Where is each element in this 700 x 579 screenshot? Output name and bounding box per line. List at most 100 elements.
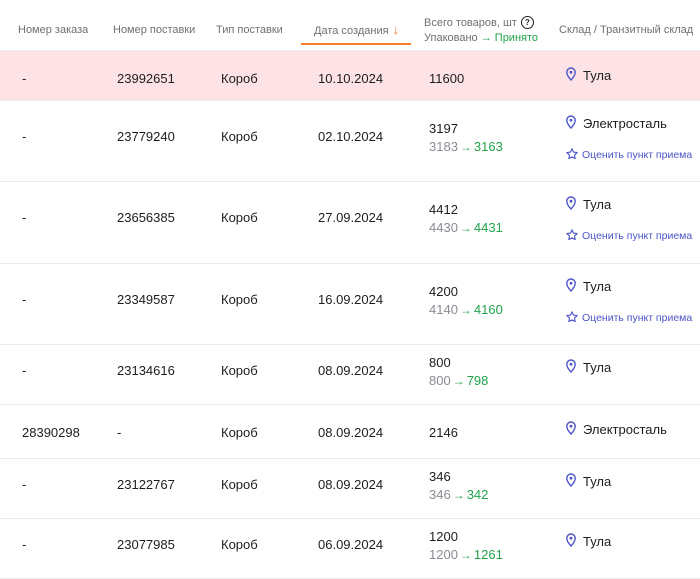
rate-label: Оценить пункт приема <box>582 149 693 161</box>
arrow-right-icon: → <box>452 488 465 502</box>
star-outline-icon <box>566 311 582 324</box>
packed-count: 1200 <box>429 547 458 562</box>
warehouse-name: Электросталь <box>583 116 667 131</box>
table-row[interactable]: -23134616 Короб 08.09.2024 800 800 → 798 Тула <box>0 345 700 405</box>
created-date: 08.09.2024 <box>318 425 384 440</box>
order-number: - <box>22 363 27 378</box>
col-accepted-label: Принято <box>494 32 539 44</box>
goods-count: 1200 1200 → 1261 <box>429 529 503 562</box>
col-supply-number[interactable]: Номер поставки <box>113 24 196 36</box>
table-row[interactable]: -23122767 Короб 08.09.2024 346 346 → 342 Тула <box>0 459 700 519</box>
map-pin-icon <box>565 67 583 83</box>
supply-type: Короб <box>221 129 258 144</box>
map-pin-icon <box>565 421 583 437</box>
created-date: 27.09.2024 <box>318 210 384 225</box>
total-goods: 800 <box>429 355 451 370</box>
warehouse-name: Тула <box>583 279 612 294</box>
table-header: Номер заказа Номер поставки Тип поставки… <box>0 0 700 51</box>
packed-accepted: 346 → 342 <box>429 487 488 502</box>
packed-accepted: 3183 → 3163 <box>429 139 503 154</box>
packed-count: 4430 <box>429 220 458 235</box>
warehouse: Тула <box>565 278 611 294</box>
arrow-right-icon: → <box>452 374 465 388</box>
table-row[interactable]: - 23349587 Короб 16.09.2024 4200 4140 → 4160 Тул… <box>0 264 700 345</box>
supply-number: 23134616 <box>117 363 175 378</box>
warehouse-name: Тула <box>583 534 612 549</box>
supply-type: Короб <box>221 71 258 86</box>
arrow-right-icon: → <box>459 303 472 317</box>
table-body: - 23992651 Короб 10.10.2024 11600 Тула - 237792… <box>0 51 700 579</box>
created-date: 08.09.2024 <box>318 363 384 378</box>
table-row[interactable]: 28390298 - Короб 08.09.2024 2146 Электросталь <box>0 405 700 459</box>
arrow-right-icon: → <box>459 221 472 235</box>
rate-acceptance-point-link[interactable]: Оценить пункт приема <box>566 148 692 161</box>
warehouse: Электросталь <box>565 421 667 437</box>
question-circle-icon[interactable]: ? <box>520 16 534 29</box>
col-order-number[interactable]: Номер заказа <box>18 24 89 36</box>
warehouse: Тула <box>565 473 611 489</box>
packed-accepted: 4430 → 4431 <box>429 220 503 235</box>
order-number: - <box>22 71 27 86</box>
warehouse: Тула <box>565 196 611 212</box>
map-pin-icon <box>565 359 583 375</box>
map-pin-icon <box>565 533 583 549</box>
col-created-date[interactable]: Дата создания ↓ <box>314 22 399 37</box>
warehouse: Тула <box>565 533 611 549</box>
supply-type: Короб <box>221 425 258 440</box>
rate-label: Оценить пункт приема <box>582 230 693 242</box>
created-date: 16.09.2024 <box>318 292 384 307</box>
col-total-goods[interactable]: Всего товаров, шт? Упаковано → Принято <box>424 16 538 46</box>
map-pin-icon <box>565 196 583 212</box>
order-number: - <box>22 210 27 225</box>
supply-number: 23122767 <box>117 477 175 492</box>
goods-count: 11600 <box>429 71 464 86</box>
col-created-date-label: Дата создания <box>314 25 389 37</box>
arrow-right-icon: → <box>459 548 472 562</box>
table-row[interactable]: - 23779240 Короб 02.10.2024 3197 3183 → 3163 Эле… <box>0 101 700 182</box>
warehouse-name: Электросталь <box>583 422 667 437</box>
arrow-down-icon: ↓ <box>392 22 400 37</box>
created-date: 08.09.2024 <box>318 477 384 492</box>
packed-count: 3183 <box>429 139 458 154</box>
table-row[interactable]: - 23077985 Короб 06.09.2024 1200 1200 → 1261 Тул… <box>0 519 700 579</box>
packed-count: 4140 <box>429 302 458 317</box>
star-outline-icon <box>566 148 582 161</box>
accepted-count: 798 <box>466 373 489 388</box>
created-date: 06.09.2024 <box>318 537 384 552</box>
order-number: - <box>22 537 27 552</box>
arrow-right-icon: → <box>480 32 492 44</box>
supply-type: Короб <box>221 537 258 552</box>
packed-accepted: 4140 → 4160 <box>429 302 503 317</box>
goods-count: 4200 4140 → 4160 <box>429 284 503 317</box>
table-row[interactable]: - 23656385 Короб 27.09.2024 4412 4430 → 4431 Тул… <box>0 182 700 264</box>
warehouse: Тула <box>565 359 611 375</box>
total-goods: 11600 <box>429 71 465 86</box>
warehouse-name: Тула <box>583 474 612 489</box>
supply-number: - <box>117 425 122 440</box>
warehouse: Электросталь <box>565 115 667 131</box>
goods-count: 346 346 → 342 <box>429 469 488 502</box>
packed-accepted: 800 → 798 <box>429 373 488 388</box>
accepted-count: 3163 <box>473 139 503 154</box>
col-supply-type[interactable]: Тип поставки <box>216 24 283 36</box>
supply-type: Короб <box>221 363 258 378</box>
rate-acceptance-point-link[interactable]: Оценить пункт приема <box>566 311 692 324</box>
arrow-right-icon: → <box>459 140 472 154</box>
supply-number: 23077985 <box>117 537 175 552</box>
total-goods: 346 <box>429 469 451 484</box>
order-number: - <box>22 129 27 144</box>
rate-label: Оценить пункт приема <box>582 312 693 324</box>
goods-count: 800 800 → 798 <box>429 355 488 388</box>
goods-count: 4412 4430 → 4431 <box>429 202 503 235</box>
total-goods: 4412 <box>429 202 458 217</box>
packed-count: 800 <box>429 373 451 388</box>
col-warehouse[interactable]: Склад / Транзитный склад <box>559 24 694 36</box>
packed-count: 346 <box>429 487 451 502</box>
rate-acceptance-point-link[interactable]: Оценить пункт приема <box>566 229 692 242</box>
supply-number: 23992651 <box>117 71 175 86</box>
goods-count: 3197 3183 → 3163 <box>429 121 503 154</box>
table-row[interactable]: - 23992651 Короб 10.10.2024 11600 Тула <box>0 51 700 101</box>
total-goods: 2146 <box>429 425 458 440</box>
total-goods: 4200 <box>429 284 458 299</box>
